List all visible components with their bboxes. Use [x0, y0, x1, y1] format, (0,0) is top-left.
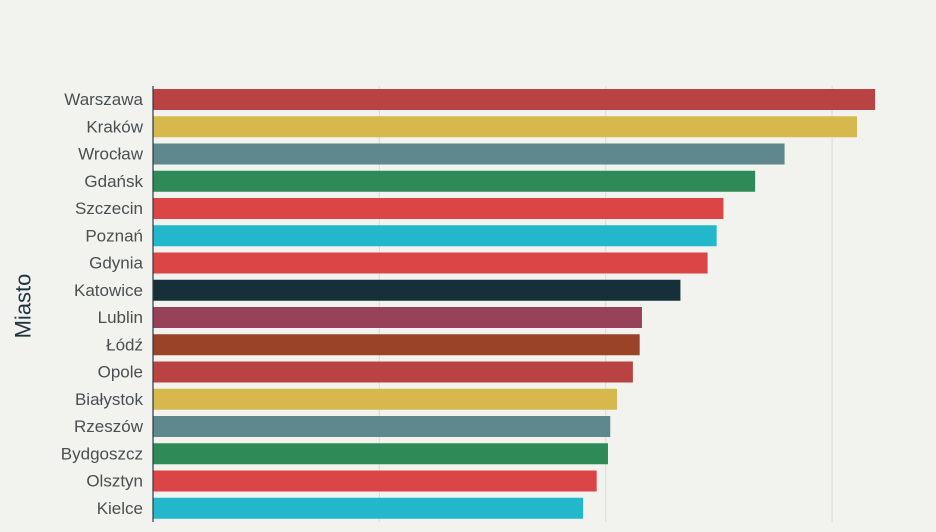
bar: [153, 252, 708, 274]
bar: [153, 334, 640, 356]
bar: [153, 361, 633, 383]
bar: [153, 416, 611, 437]
category-label: Kraków: [86, 117, 143, 136]
bar: [153, 279, 681, 301]
category-label: Rzeszów: [74, 417, 144, 436]
category-label: Białystok: [75, 390, 144, 409]
y-axis-title: Miasto: [11, 274, 36, 339]
bar: [153, 116, 857, 138]
category-label: Wrocław: [78, 145, 144, 164]
bar: [153, 443, 608, 465]
category-labels: Warszawa Kraków Wrocław Gdańsk Szczecin Pozna…: [61, 90, 144, 518]
bar: [153, 497, 584, 519]
category-label: Szczecin: [75, 199, 143, 218]
bar: [153, 198, 724, 219]
category-label: Poznań: [85, 226, 143, 245]
category-label: Warszawa: [64, 90, 143, 109]
category-label: Opole: [98, 363, 143, 382]
category-label: Łódź: [106, 335, 143, 354]
category-label: Lublin: [98, 308, 143, 327]
bar: [153, 307, 642, 328]
category-label: Katowice: [74, 281, 143, 300]
bar: [153, 470, 597, 492]
category-label: Gdynia: [89, 254, 143, 273]
category-label: Bydgoszcz: [61, 444, 143, 463]
bar: [153, 143, 785, 165]
category-label: Olsztyn: [86, 472, 143, 491]
bar: [153, 225, 717, 247]
category-label: Gdańsk: [84, 172, 143, 191]
bars: [153, 89, 876, 519]
bar: [153, 388, 618, 410]
category-label: Kielce: [97, 499, 143, 518]
bar: [153, 89, 876, 110]
bar: [153, 170, 756, 192]
